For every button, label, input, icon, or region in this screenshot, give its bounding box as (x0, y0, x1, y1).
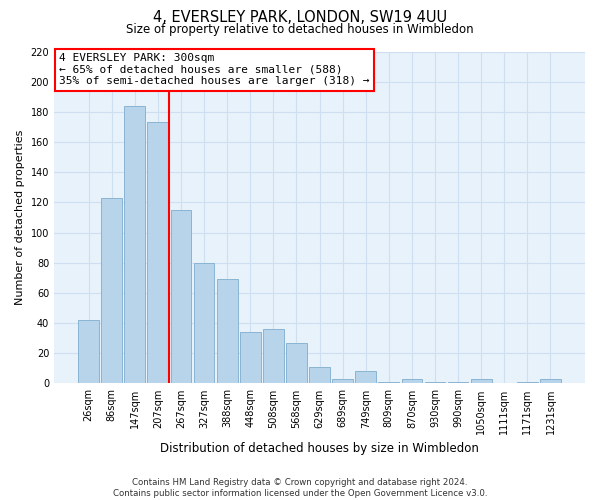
Bar (332, 379, 353, 384)
Bar (540, 379, 561, 384)
Text: Size of property relative to detached houses in Wimbledon: Size of property relative to detached ho… (126, 22, 474, 36)
Bar (148, 122, 168, 384)
Bar (124, 106, 145, 384)
Text: Contains HM Land Registry data © Crown copyright and database right 2024.
Contai: Contains HM Land Registry data © Crown c… (113, 478, 487, 498)
Text: 4, EVERSLEY PARK, LONDON, SW19 4UU: 4, EVERSLEY PARK, LONDON, SW19 4UU (153, 10, 447, 25)
Bar (471, 379, 491, 384)
Text: 4 EVERSLEY PARK: 300sqm
← 65% of detached houses are smaller (588)
35% of semi-d: 4 EVERSLEY PARK: 300sqm ← 65% of detache… (59, 53, 370, 86)
Bar (194, 262, 214, 384)
Bar (78, 320, 99, 384)
Bar (101, 198, 122, 384)
Y-axis label: Number of detached properties: Number of detached properties (15, 130, 25, 305)
Bar (401, 379, 422, 384)
Bar (425, 382, 445, 384)
Bar (170, 210, 191, 384)
Bar (309, 367, 330, 384)
Bar (217, 280, 238, 384)
Bar (517, 382, 538, 384)
Bar (355, 372, 376, 384)
Bar (286, 342, 307, 384)
X-axis label: Distribution of detached houses by size in Wimbledon: Distribution of detached houses by size … (160, 442, 479, 455)
Bar (379, 382, 399, 384)
Bar (263, 329, 284, 384)
Bar (240, 332, 260, 384)
Bar (448, 382, 469, 384)
